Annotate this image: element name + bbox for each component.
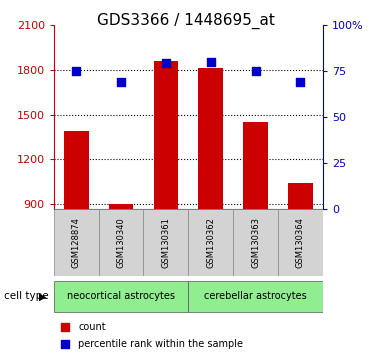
- Bar: [64, 131, 89, 209]
- Point: [283, 274, 289, 279]
- Bar: [198, 68, 223, 209]
- Text: GSM130340: GSM130340: [116, 217, 125, 268]
- Text: GSM130362: GSM130362: [206, 217, 215, 268]
- Text: GSM130363: GSM130363: [251, 217, 260, 268]
- Point: [283, 114, 289, 120]
- Bar: [54, 209, 99, 276]
- Bar: [144, 209, 188, 276]
- Bar: [154, 61, 178, 209]
- Text: neocortical astrocytes: neocortical astrocytes: [67, 291, 175, 302]
- Text: GSM128874: GSM128874: [72, 217, 81, 268]
- Text: ▶: ▶: [39, 291, 46, 302]
- Bar: [288, 183, 313, 209]
- Point: [163, 61, 169, 66]
- Text: percentile rank within the sample: percentile rank within the sample: [78, 339, 243, 349]
- Point: [73, 68, 79, 74]
- Point: [298, 79, 303, 85]
- Bar: [233, 209, 278, 276]
- Point: [208, 59, 214, 64]
- Text: cerebellar astrocytes: cerebellar astrocytes: [204, 291, 307, 302]
- Text: GDS3366 / 1448695_at: GDS3366 / 1448695_at: [96, 12, 275, 29]
- Bar: [99, 209, 144, 276]
- Text: count: count: [78, 321, 106, 332]
- Bar: [188, 209, 233, 276]
- Bar: [109, 204, 133, 209]
- Text: GSM130361: GSM130361: [161, 217, 170, 268]
- Bar: [278, 209, 323, 276]
- Bar: [54, 281, 188, 312]
- Text: cell type: cell type: [4, 291, 48, 302]
- Point: [118, 79, 124, 85]
- Bar: [243, 122, 268, 209]
- Point: [253, 68, 259, 74]
- Text: GSM130364: GSM130364: [296, 217, 305, 268]
- Bar: [188, 281, 323, 312]
